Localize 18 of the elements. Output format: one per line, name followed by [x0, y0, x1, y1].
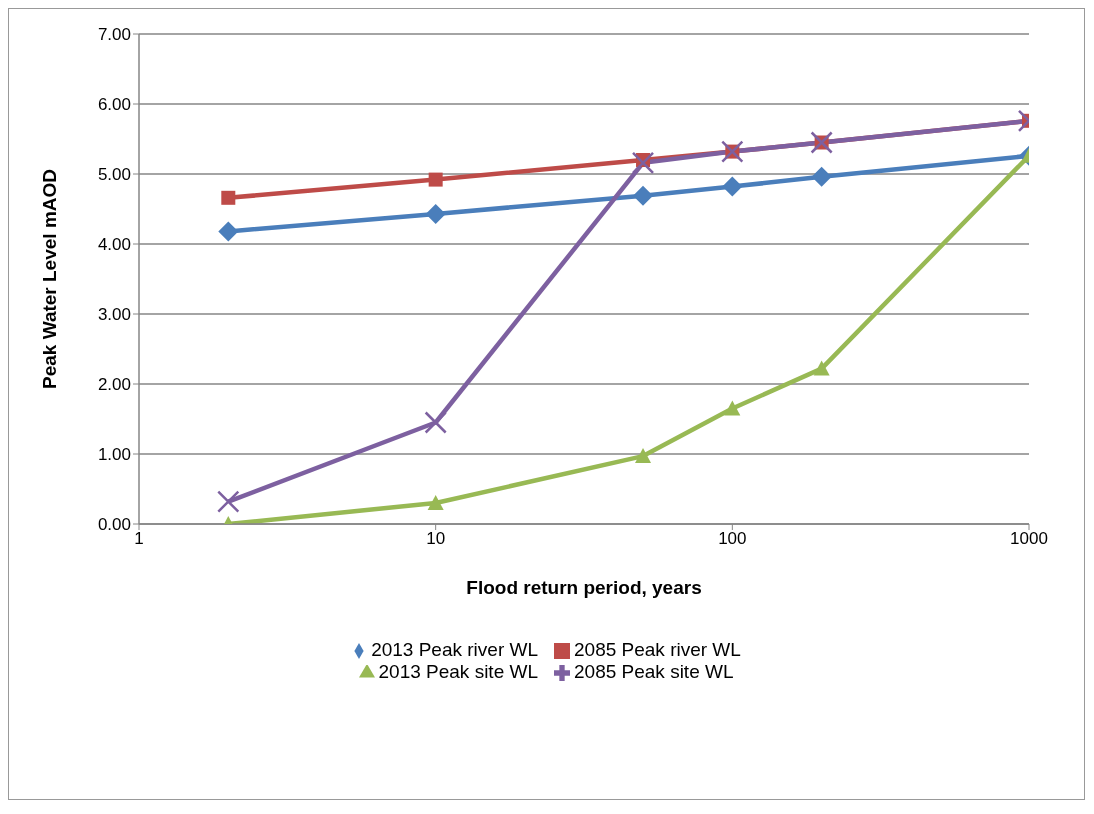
- y-tick-label: 2.00: [97, 375, 131, 395]
- x-tick-label: 1000: [1010, 529, 1048, 549]
- legend-label: 2085 Peak site WL: [574, 661, 734, 682]
- y-tick-label: 5.00: [97, 165, 131, 185]
- x-tick-label: 1: [134, 529, 144, 549]
- y-tick-label: 1.00: [97, 445, 131, 465]
- y-tick-label: 7.00: [97, 25, 131, 45]
- legend-label: 2085 Peak river WL: [574, 639, 741, 660]
- y-tick-label: 6.00: [97, 95, 131, 115]
- x-tick-label: 10: [426, 529, 446, 549]
- y-tick-label: 3.00: [97, 305, 131, 325]
- y-tick-label: 0.00: [97, 515, 131, 535]
- x-tick-label: 100: [718, 529, 747, 549]
- x-axis-title: Flood return period, years: [466, 577, 702, 598]
- y-tick-label: 4.00: [97, 235, 131, 255]
- legend-label: 2013 Peak site WL: [378, 661, 538, 682]
- legend-label: 2013 Peak river WL: [371, 639, 538, 660]
- y-axis-title: Peak Water Level mAOD: [38, 169, 60, 389]
